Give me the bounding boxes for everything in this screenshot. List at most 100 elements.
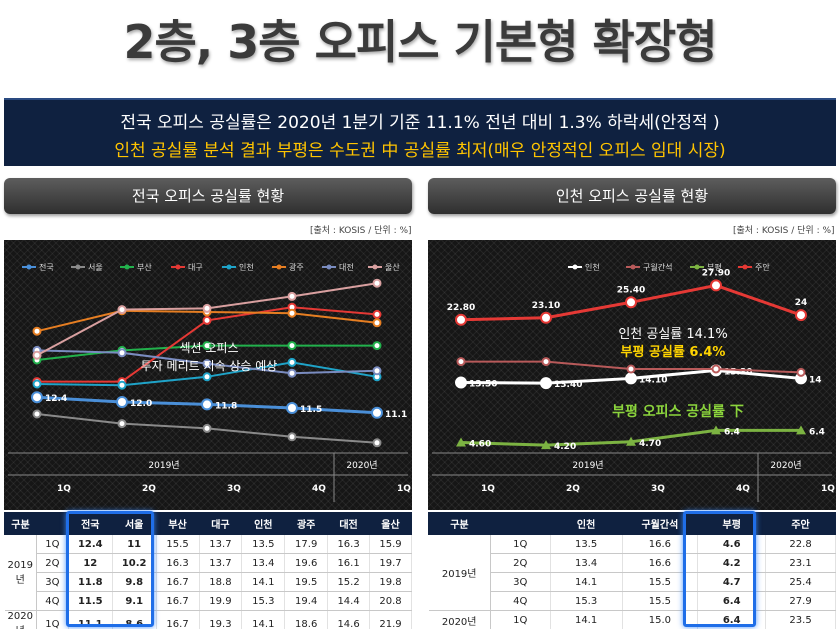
data-point-전국	[116, 396, 128, 408]
legend-label-대구: 대구	[188, 263, 203, 272]
data-label-부평: 4.70	[639, 439, 661, 449]
data-point-대전	[117, 348, 127, 358]
data-label-부평: 4.20	[554, 442, 576, 452]
x-tick-label: 4Q	[312, 484, 326, 494]
quarter-cell: 3Q	[490, 572, 551, 592]
data-label-전국: 11.1	[385, 410, 407, 420]
data-point-주안	[625, 296, 637, 309]
data-point-부산	[202, 341, 212, 351]
data-label-전국: 12.0	[130, 399, 152, 409]
table-cell: 15.9	[369, 534, 412, 554]
column-header: 구분	[428, 512, 491, 535]
x-tick-label: 2Q	[142, 484, 156, 494]
quarter-cell: 4Q	[490, 591, 551, 611]
summary-banner: 전국 오피스 공실률은 2020년 1분기 기준 11.1% 전년 대비 1.3…	[4, 98, 836, 166]
incheon-vacancy-line-chart: 인천 구월간석 부평 주안 13.50 13.40 14.10 15.30 14 4.60 4.20…	[432, 262, 835, 502]
table-cell: 23.5	[765, 610, 836, 629]
left-source-note: [출처 : KOSIS / 단위 : %]	[310, 226, 412, 236]
table-cell: 23.1	[765, 553, 836, 573]
column-header: 전국	[67, 512, 113, 535]
legend-label-부산: 부산	[137, 262, 152, 272]
legend-marker-인천	[572, 264, 578, 270]
x-tick-label: 4Q	[736, 484, 750, 494]
column-header: 부평	[697, 512, 767, 535]
table-cell: 14.1	[241, 572, 286, 592]
right-chart-area: 인천 구월간석 부평 주안 13.50 13.40 14.10 15.30 14 4.60 4.20…	[428, 240, 836, 510]
table-cell: 19.7	[369, 553, 412, 573]
data-label-부평: 6.4	[809, 427, 825, 437]
table-cell: 4.7	[697, 572, 767, 592]
table-cell: 17.9	[284, 534, 329, 554]
year-cell: 2020년	[4, 610, 37, 629]
legend-marker-대구	[175, 264, 181, 270]
legend-label-대전: 대전	[339, 262, 354, 272]
table-row: 3Q 11.8 9.8 16.7 18.8 14.1 19.5 15.2 19.8	[5, 572, 412, 592]
column-header: 구월간석	[621, 512, 699, 535]
x-tick-label: 3Q	[651, 484, 665, 494]
column-header: 인천	[549, 512, 623, 535]
column-header: 부산	[155, 512, 200, 535]
data-point-인천	[287, 357, 297, 367]
table-cell: 8.6	[112, 610, 157, 629]
quarter-cell: 2Q	[490, 553, 551, 573]
left-chart-area: 전국 서울 부산 대구 인천 광주 대전 울산 12.4 12.0 11.8 11.5 11.1 2019…	[4, 240, 412, 510]
data-point-전국	[31, 391, 43, 404]
data-point-서울	[372, 438, 382, 448]
legend-marker-부산	[124, 264, 130, 270]
legend-label-인천: 인천	[239, 262, 254, 272]
year-label: 2020년	[770, 460, 801, 471]
table-cell: 12	[68, 553, 113, 573]
legend-marker-주안	[742, 264, 748, 270]
column-header: 주안	[765, 512, 836, 535]
table-cell: 13.7	[199, 553, 243, 573]
year-cell: 2020년	[428, 610, 491, 629]
column-header	[489, 512, 551, 535]
data-point-인천	[540, 377, 552, 390]
table-cell: 14.1	[550, 572, 623, 592]
legend-label-구월간석: 구월간석	[643, 262, 672, 272]
data-point-울산	[202, 303, 212, 313]
table-cell: 16.3	[327, 534, 371, 554]
x-tick-label: 3Q	[227, 484, 241, 494]
table-cell: 11.5	[68, 591, 113, 611]
table-cell: 19.5	[284, 572, 329, 592]
data-point-인천	[455, 376, 467, 389]
data-point-울산	[287, 291, 297, 301]
table-row: 4Q 15.3 15.5 6.4 27.9	[429, 591, 836, 611]
table-cell: 15.2	[327, 572, 371, 592]
data-point-구월간석	[456, 357, 466, 367]
data-label-주안: 22.80	[447, 303, 475, 313]
data-point-주안	[540, 311, 552, 324]
table-cell: 11	[112, 534, 157, 554]
table-cell: 13.4	[550, 553, 623, 573]
chart-annotation-line-2: 투자 메리트 지속 상승 예상	[141, 359, 278, 373]
data-point-대구	[202, 315, 212, 325]
quarter-cell: 2Q	[36, 553, 69, 573]
data-point-부평	[541, 440, 551, 450]
table-cell: 15.5	[622, 591, 699, 611]
table-cell: 16.7	[156, 610, 200, 629]
legend-marker-구월간석	[630, 264, 636, 270]
table-cell: 4.2	[697, 553, 767, 573]
table-cell: 16.7	[156, 572, 200, 592]
data-point-부평	[456, 437, 466, 447]
table-row: 2020년1Q11.18.616.719.314.118.614.621.9	[4, 610, 412, 629]
table-cell: 11.8	[68, 572, 113, 592]
table-cell: 15.3	[550, 591, 623, 611]
table-cell: 15.5	[156, 534, 200, 554]
left-panel-heading: 전국 오피스 공실률 현황	[4, 178, 412, 214]
table-row: 2019년 1Q 13.5 16.6 4.6 22.8	[428, 534, 836, 611]
table-row: 2Q 12 10.2 16.3 13.7 13.4 19.6 16.1 19.7	[5, 553, 412, 573]
table-cell: 14.1	[241, 610, 286, 629]
table-cell: 6.4	[697, 610, 767, 629]
column-header: 구분	[4, 512, 37, 535]
table-cell: 10.2	[112, 553, 157, 573]
data-point-대전	[287, 368, 297, 378]
data-label-인천: 14	[809, 375, 822, 385]
column-header: 대구	[198, 512, 243, 535]
table-cell: 16.7	[156, 591, 200, 611]
table-cell: 15.0	[622, 610, 699, 629]
table-cell: 4.6	[697, 534, 767, 554]
year-label: 2019년	[572, 460, 603, 471]
table-header-row: 구분 전국 서울 부산 대구 인천 광주 대전 울산	[4, 512, 412, 535]
